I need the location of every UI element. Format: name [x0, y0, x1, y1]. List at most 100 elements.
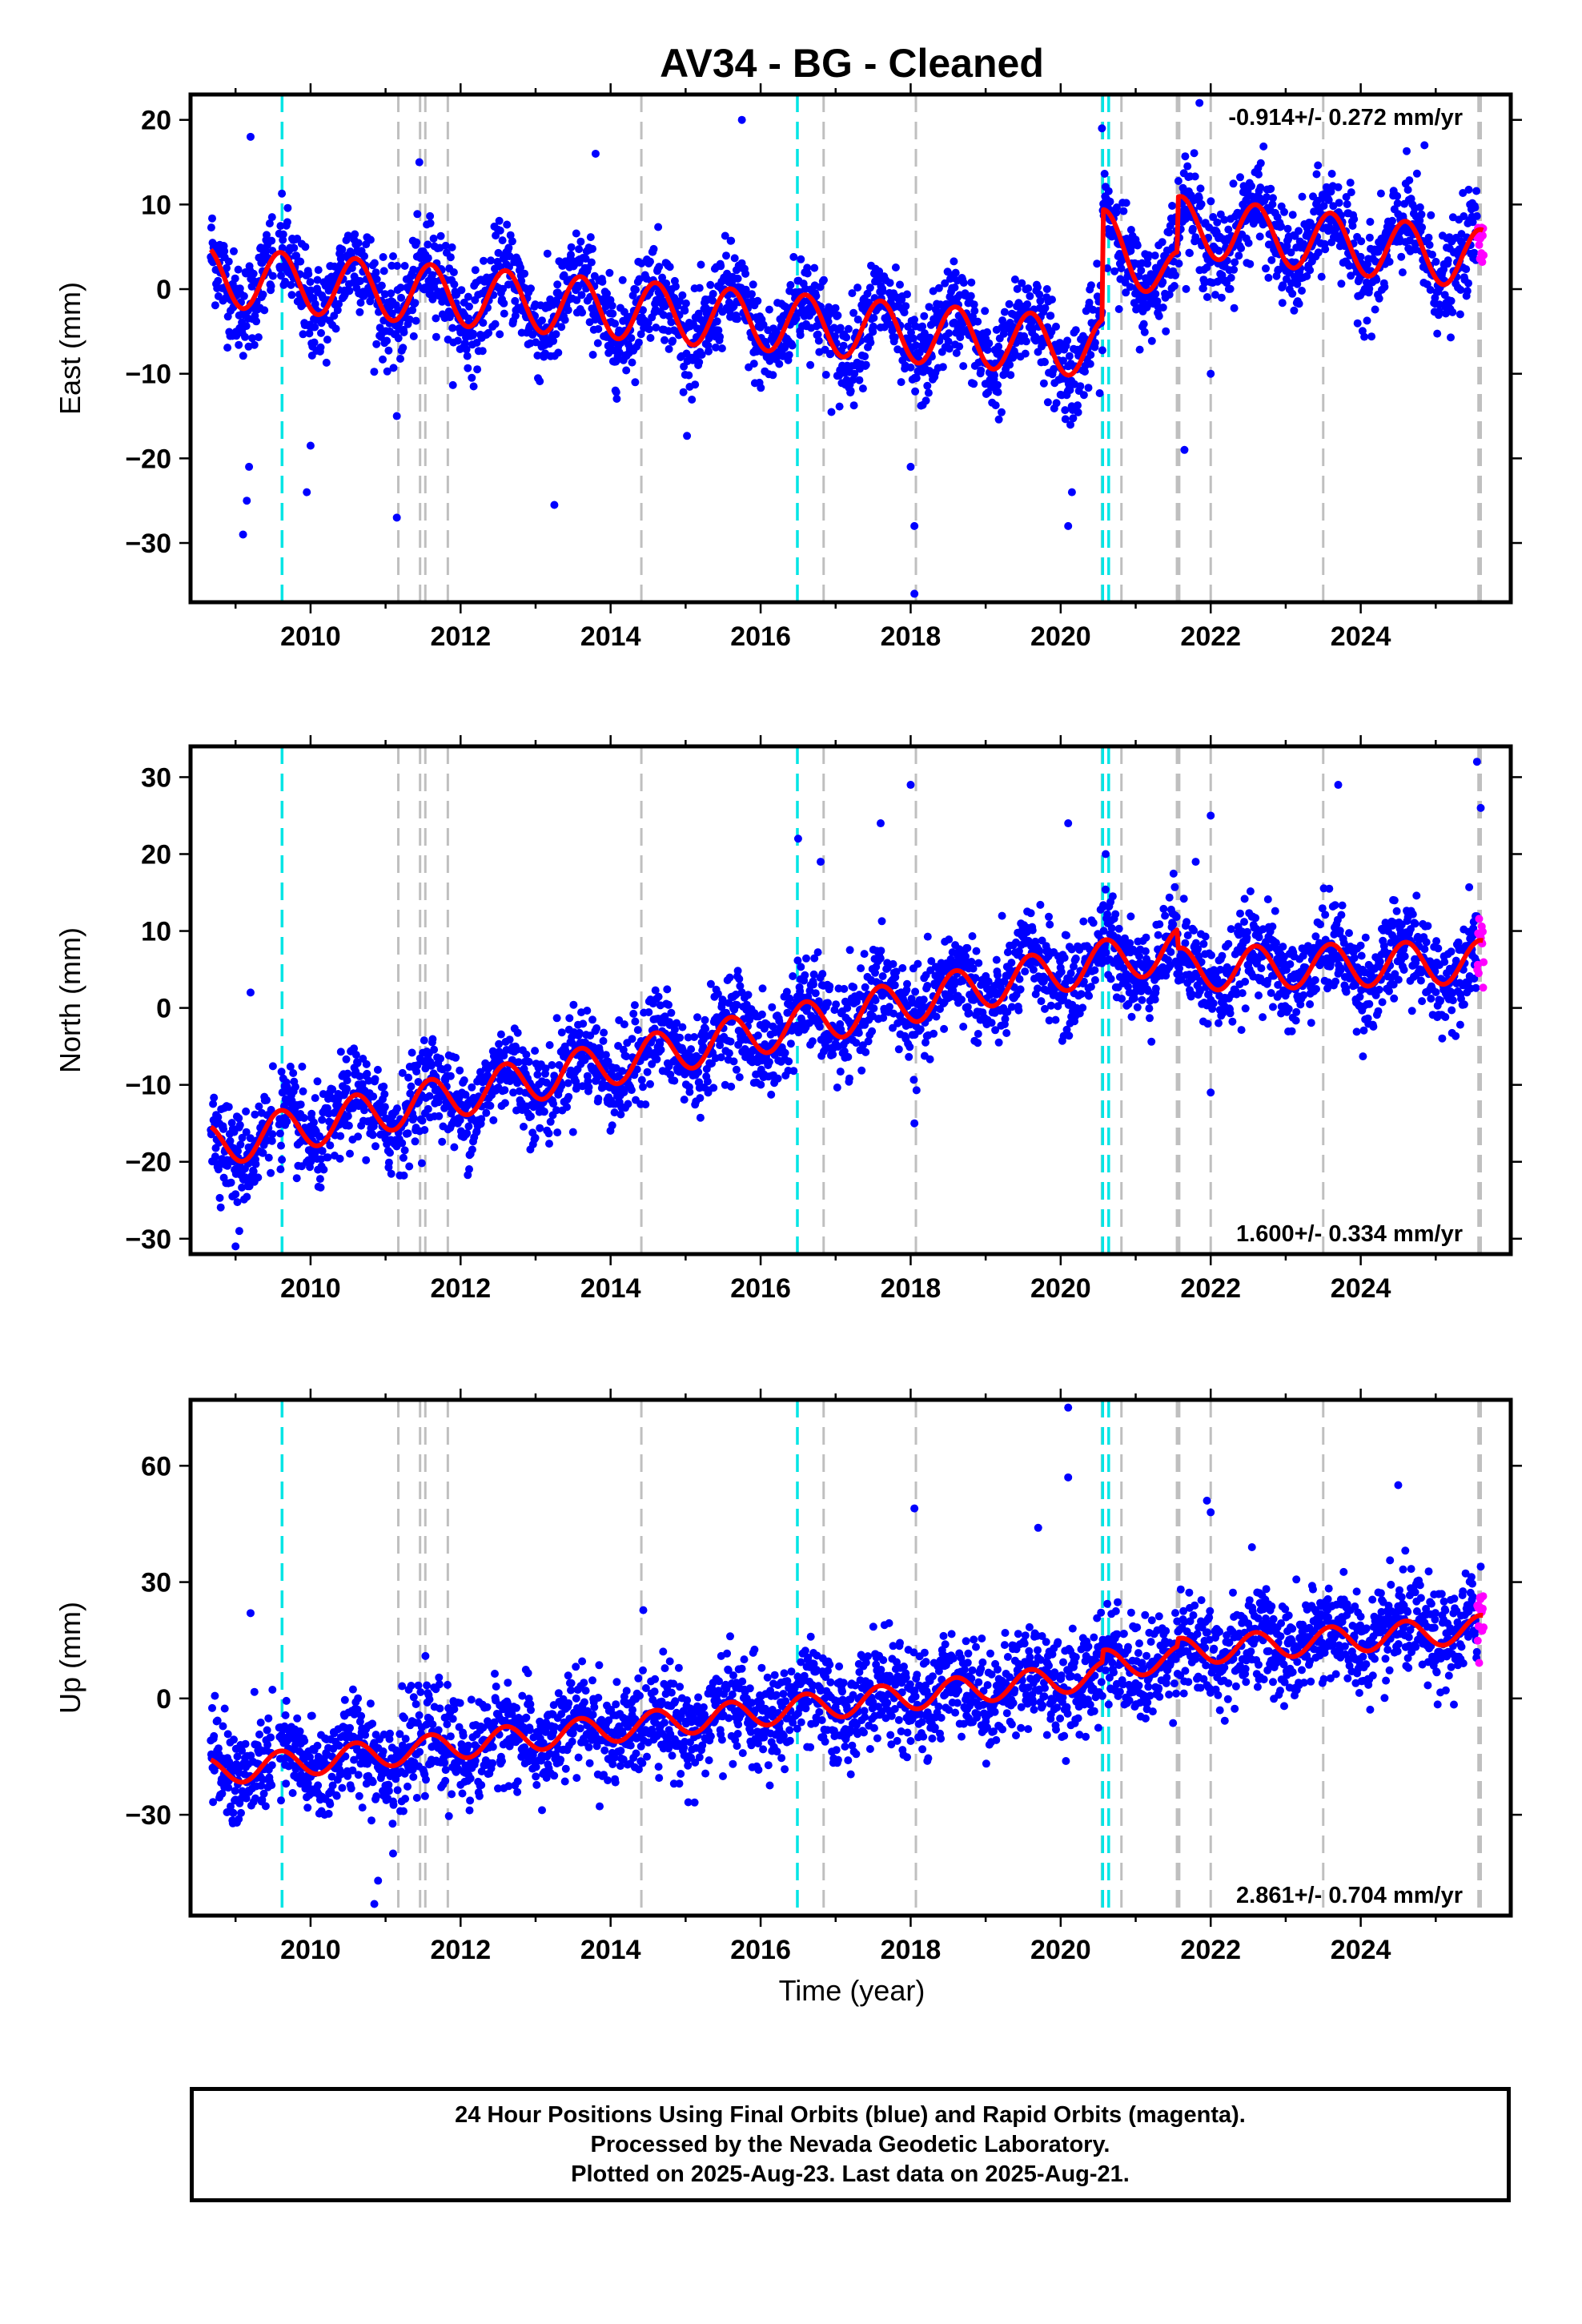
data-point [1191, 172, 1199, 181]
data-point [670, 1025, 679, 1034]
data-point [425, 1092, 434, 1100]
data-point [963, 1003, 972, 1011]
data-point [955, 342, 964, 351]
data-point [387, 289, 396, 298]
data-point [646, 257, 654, 266]
data-point [208, 214, 216, 223]
data-point [383, 336, 391, 345]
data-point [709, 296, 717, 305]
data-point [1279, 281, 1287, 290]
data-point [287, 280, 295, 289]
data-point [733, 274, 742, 283]
data-point [1090, 966, 1099, 975]
data-point [462, 345, 471, 354]
data-point [463, 1129, 472, 1138]
data-point [1026, 909, 1035, 918]
data-point [706, 979, 715, 988]
data-point [901, 302, 910, 311]
data-point [255, 1102, 263, 1111]
data-point [836, 324, 845, 332]
data-point [892, 967, 901, 976]
data-point [608, 309, 617, 318]
data-point [836, 1068, 845, 1076]
data-point [1043, 398, 1052, 407]
data-point [721, 231, 729, 240]
data-point [1283, 224, 1292, 233]
y-tick-label: −20 [125, 444, 171, 474]
data-point [230, 247, 238, 255]
data-point [1366, 218, 1375, 226]
data-point [808, 308, 817, 316]
data-point [809, 980, 817, 989]
data-point [1133, 1003, 1142, 1011]
data-point [313, 275, 322, 284]
data-point [355, 277, 364, 285]
data-point [1403, 186, 1412, 194]
data-point [695, 358, 704, 367]
data-point [227, 1178, 235, 1187]
data-point [608, 1121, 616, 1130]
data-point [1475, 240, 1484, 249]
data-point [753, 1031, 762, 1039]
data-point [909, 1076, 918, 1084]
data-point [277, 1141, 285, 1150]
data-point [489, 1116, 498, 1124]
data-point [1089, 919, 1098, 927]
data-point [616, 1110, 625, 1119]
data-point [412, 316, 420, 325]
data-point [343, 1112, 352, 1120]
data-point [411, 1137, 420, 1146]
data-point [705, 347, 713, 356]
data-point [313, 1077, 322, 1086]
data-point [579, 1019, 588, 1028]
data-point [1035, 947, 1044, 955]
data-point [1412, 169, 1421, 178]
data-point [429, 234, 438, 243]
data-point [1085, 298, 1094, 307]
data-point [415, 158, 424, 167]
data-point [536, 377, 544, 386]
data-point [1375, 294, 1383, 303]
data-point [1119, 207, 1128, 215]
data-point [379, 355, 387, 364]
data-point [1029, 965, 1038, 974]
data-point [850, 369, 859, 378]
data-point [370, 259, 379, 267]
data-point [560, 271, 568, 279]
data-point [311, 323, 319, 332]
data-point [890, 981, 899, 990]
data-point [853, 997, 861, 1006]
data-point [1140, 328, 1149, 336]
data-point [688, 396, 697, 404]
data-point [1280, 207, 1288, 216]
data-point [1207, 369, 1215, 378]
data-point [950, 257, 958, 266]
data-point [316, 1183, 325, 1192]
data-point [307, 1109, 316, 1118]
data-point [631, 1017, 640, 1026]
data-point [356, 299, 365, 307]
data-point [1086, 351, 1095, 360]
data-point [290, 243, 299, 252]
data-point [469, 329, 477, 338]
data-point [1126, 912, 1135, 921]
data-point [386, 1148, 394, 1157]
data-point [371, 268, 380, 277]
data-point [335, 300, 343, 308]
data-point [436, 231, 445, 240]
data-point [563, 1103, 571, 1112]
data-point [630, 1001, 639, 1010]
data-point [1133, 241, 1142, 250]
data-point [722, 251, 730, 260]
data-point [351, 1051, 360, 1059]
data-point [360, 251, 368, 260]
data-point [1288, 289, 1297, 298]
data-point [310, 1118, 318, 1127]
data-point [444, 1063, 452, 1072]
data-point [472, 339, 481, 347]
fit-line [208, 194, 1484, 378]
data-point [268, 271, 277, 280]
data-point [1111, 910, 1120, 919]
data-point [810, 263, 819, 272]
data-point [1098, 124, 1106, 133]
